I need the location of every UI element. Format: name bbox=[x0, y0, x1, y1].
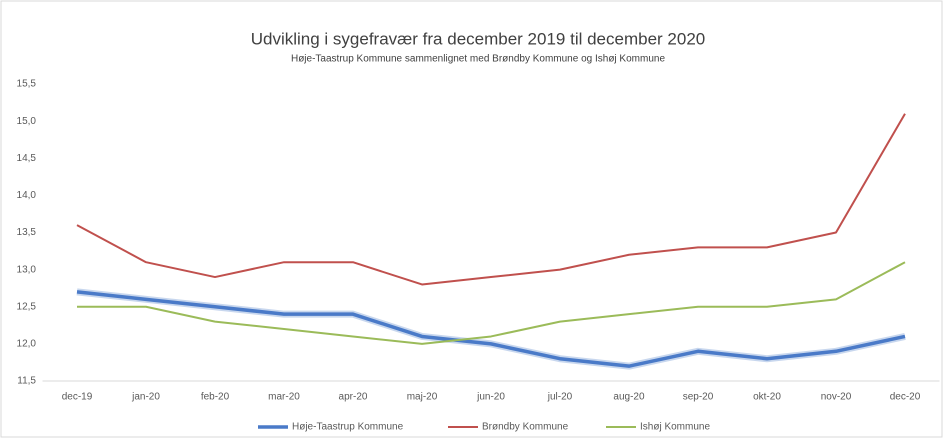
legend-label: Høje-Taastrup Kommune bbox=[292, 422, 404, 433]
x-tick-label: jul-20 bbox=[547, 392, 573, 403]
y-tick-label: 14,0 bbox=[17, 190, 37, 201]
series-line bbox=[76, 113, 906, 286]
x-tick-label: dec-20 bbox=[890, 392, 921, 403]
y-tick-label: 12,0 bbox=[17, 339, 37, 350]
y-tick-label: 13,0 bbox=[17, 264, 37, 275]
x-tick-label: jun-20 bbox=[476, 392, 505, 403]
series-line bbox=[76, 290, 906, 368]
x-tick-label: nov-20 bbox=[821, 392, 852, 403]
chart-subtitle: Høje-Taastrup Kommune sammenlignet med B… bbox=[291, 54, 665, 65]
x-tick-label: apr-20 bbox=[339, 392, 368, 403]
y-tick-label: 11,5 bbox=[17, 376, 36, 387]
x-tick-label: maj-20 bbox=[407, 392, 438, 403]
legend-label: Ishøj Kommune bbox=[640, 422, 710, 433]
x-tick-label: sep-20 bbox=[683, 392, 714, 403]
y-tick-label: 15,5 bbox=[17, 79, 37, 90]
x-tick-label: dec-19 bbox=[62, 392, 93, 403]
legend-label: Brøndby Kommune bbox=[482, 422, 569, 433]
y-tick-label: 12,5 bbox=[17, 301, 37, 312]
x-tick-label: mar-20 bbox=[268, 392, 300, 403]
y-tick-label: 14,5 bbox=[17, 153, 37, 164]
x-tick-label: aug-20 bbox=[613, 392, 645, 403]
chart-title: Udvikling i sygefravær fra december 2019… bbox=[251, 29, 706, 48]
series-line bbox=[77, 261, 906, 345]
x-tick-label: okt-20 bbox=[753, 392, 781, 403]
x-tick-label: feb-20 bbox=[201, 392, 230, 403]
x-tick-label: jan-20 bbox=[131, 392, 160, 403]
y-tick-label: 13,5 bbox=[17, 227, 37, 238]
y-tick-label: 15,0 bbox=[17, 116, 37, 127]
